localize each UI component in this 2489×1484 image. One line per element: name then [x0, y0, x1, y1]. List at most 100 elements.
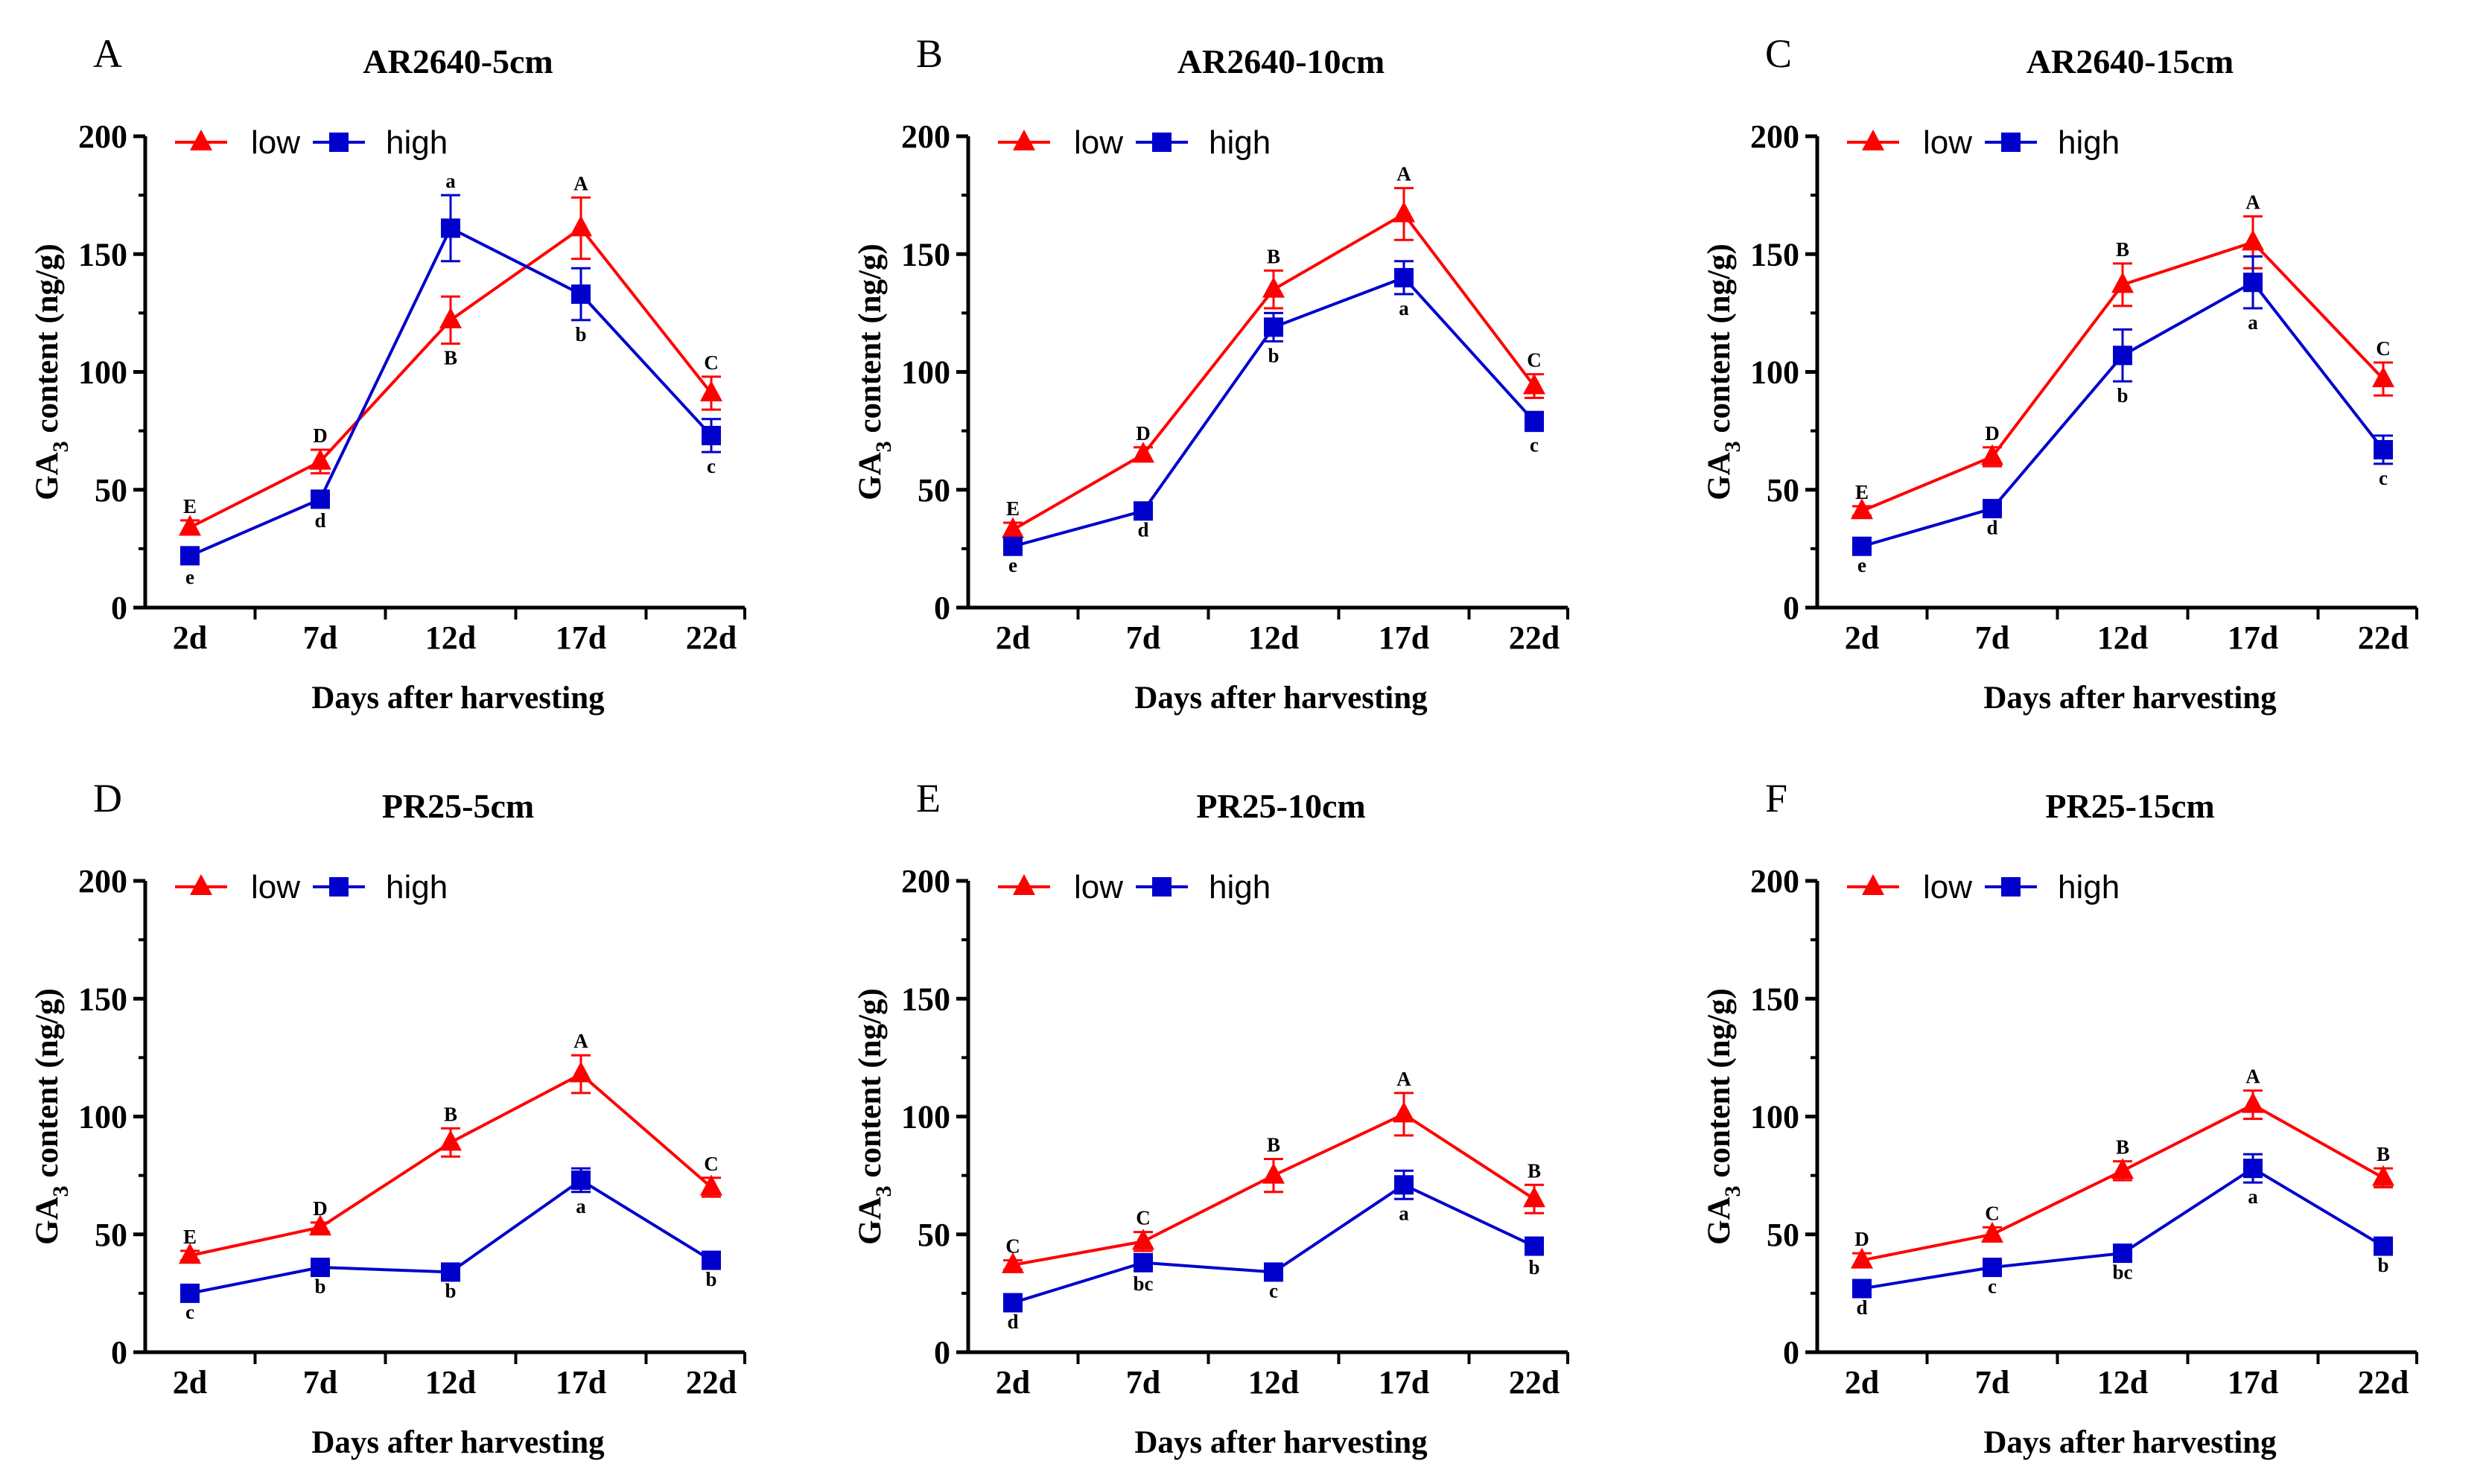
significance-label: C — [704, 1153, 719, 1175]
legend-label-high: high — [2058, 124, 2120, 161]
y-tick-label: 0 — [1783, 590, 1799, 626]
x-tick-label: 22d — [1509, 620, 1560, 656]
y-tick-label: 100 — [1750, 354, 1799, 391]
data-point — [1851, 1247, 1873, 1269]
legend-label-high: high — [386, 124, 448, 161]
series-high: e d b a c — [1852, 255, 2393, 576]
data-point — [1852, 536, 1872, 556]
data-point — [179, 1243, 201, 1264]
significance-label: a — [445, 170, 456, 192]
panel-letter: A — [93, 31, 122, 76]
x-tick-label: 12d — [2097, 620, 2148, 656]
legend-label-high: high — [1209, 124, 1271, 161]
x-tick-label: 17d — [556, 1364, 606, 1401]
panel-letter: E — [916, 776, 941, 821]
x-tick-label: 12d — [425, 620, 476, 656]
x-axis-label: Days after harvesting — [311, 681, 605, 716]
data-point — [2374, 1236, 2393, 1256]
x-tick-label: 2d — [1845, 620, 1879, 656]
significance-label: B — [2116, 1136, 2129, 1159]
y-axis-label: GA3 content (ng/g) — [853, 988, 896, 1245]
legend-marker-high — [329, 877, 349, 897]
data-point — [2113, 1243, 2132, 1264]
x-tick-label: 17d — [1379, 1364, 1429, 1401]
significance-label: A — [1396, 163, 1411, 185]
data-point — [571, 1170, 591, 1190]
y-tick-label: 200 — [901, 863, 950, 899]
x-tick-label: 7d — [303, 620, 337, 656]
legend: low high — [998, 124, 1271, 161]
data-point — [702, 425, 721, 445]
data-point — [1262, 276, 1285, 298]
series-line — [1861, 280, 2385, 548]
significance-label: a — [1399, 1202, 1409, 1224]
data-point — [2113, 345, 2132, 366]
data-point — [702, 1250, 721, 1270]
significance-label: b — [1268, 344, 1279, 366]
panel-d: D PR25-5cm 0 50 100 150 200 2d 7d 12d 17d 22d Days a… — [30, 776, 746, 1460]
data-point — [570, 215, 592, 237]
legend-marker-low — [1013, 874, 1035, 895]
x-axis-label: Days after harvesting — [311, 1425, 605, 1460]
significance-label: A — [1396, 1068, 1411, 1090]
panel-letter: D — [93, 776, 122, 821]
significance-label: b — [2117, 384, 2128, 407]
data-point — [1002, 517, 1024, 538]
significance-label: c — [1988, 1275, 1997, 1297]
data-point — [1851, 498, 1873, 520]
significance-label: B — [1267, 245, 1280, 267]
y-tick-label: 100 — [78, 1099, 127, 1136]
series-line — [189, 226, 713, 558]
significance-label: c — [185, 1301, 194, 1323]
significance-label: A — [573, 1030, 588, 1052]
data-point — [2374, 439, 2393, 459]
y-tick-label: 150 — [78, 981, 127, 1017]
data-point — [1983, 499, 2002, 519]
data-point — [2111, 272, 2134, 293]
x-tick-label: 17d — [2228, 620, 2278, 656]
panel-title: AR2640-15cm — [2027, 42, 2234, 80]
y-tick-label: 150 — [1750, 236, 1799, 273]
data-point — [180, 1283, 200, 1303]
series-high: d bc c a b — [1003, 1169, 1544, 1333]
significance-label: D — [1136, 422, 1151, 445]
data-point — [2242, 1092, 2264, 1113]
x-axis-label: Days after harvesting — [1983, 1425, 2277, 1460]
y-tick-label: 150 — [901, 236, 950, 273]
data-point — [2111, 1158, 2134, 1179]
panel-letter: F — [1765, 776, 1787, 821]
data-point — [1523, 1186, 1545, 1208]
panel-title: PR25-5cm — [382, 787, 534, 825]
significance-label: C — [1005, 1235, 1020, 1258]
legend-label-low: low — [1074, 869, 1123, 905]
y-tick-label: 150 — [901, 981, 950, 1017]
significance-label: e — [1857, 554, 1866, 576]
data-point — [311, 489, 330, 509]
data-point — [2372, 366, 2394, 387]
data-point — [1003, 536, 1023, 556]
y-tick-label: 50 — [918, 472, 950, 509]
x-tick-label: 17d — [556, 620, 606, 656]
significance-label: b — [314, 1275, 325, 1297]
x-tick-label: 22d — [2358, 1364, 2409, 1401]
y-axis-label: GA3 content (ng/g) — [30, 243, 73, 500]
significance-label: a — [576, 1195, 586, 1217]
legend-marker-high — [1152, 133, 1172, 152]
data-point — [439, 307, 462, 328]
x-axis-label: Days after harvesting — [1983, 681, 2277, 716]
data-point — [1981, 444, 2003, 465]
data-point — [1003, 1293, 1023, 1313]
panel-f: F PR25-15cm 0 50 100 150 200 2d 7d 12d 17d 22d Days … — [1702, 776, 2418, 1460]
x-tick-label: 7d — [1126, 620, 1160, 656]
y-tick-label: 100 — [78, 354, 127, 391]
data-point — [1394, 267, 1414, 287]
y-tick-label: 100 — [901, 1099, 950, 1136]
significance-label: c — [2379, 467, 2388, 489]
y-tick-label: 100 — [901, 354, 950, 391]
x-tick-label: 2d — [996, 1364, 1030, 1401]
x-tick-label: 12d — [1248, 1364, 1299, 1401]
data-point — [1393, 201, 1415, 223]
data-point — [1394, 1175, 1414, 1195]
data-point — [570, 1061, 592, 1083]
series-low: E D B A C — [1851, 191, 2394, 520]
